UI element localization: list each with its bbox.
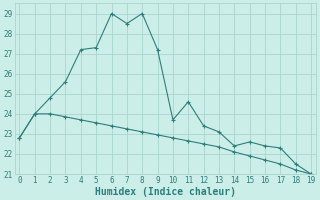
X-axis label: Humidex (Indice chaleur): Humidex (Indice chaleur) xyxy=(95,186,236,197)
